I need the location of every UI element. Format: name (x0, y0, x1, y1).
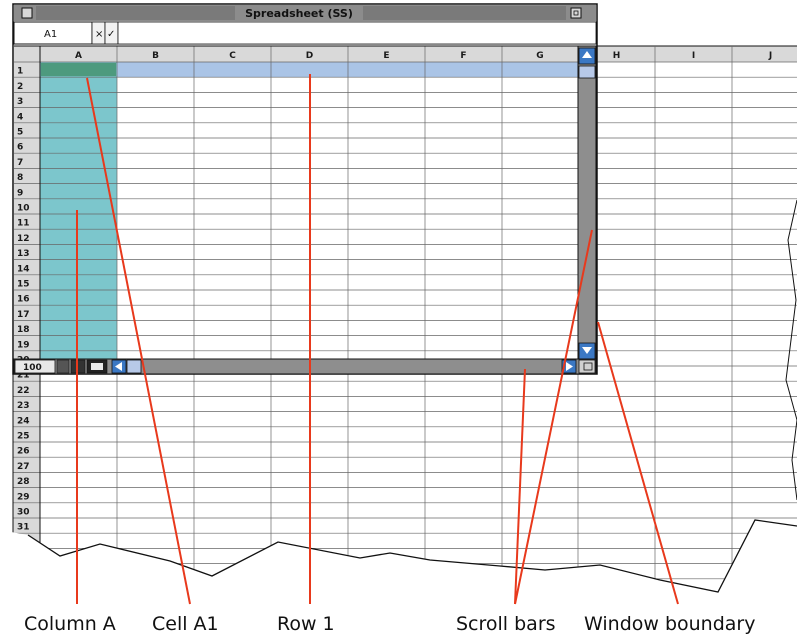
row-header-25[interactable]: 25 (17, 432, 30, 442)
zoom-field[interactable] (14, 359, 56, 374)
pointer-scroll-bar-horizontal (514, 368, 526, 605)
zoom-out-icon[interactable] (56, 359, 70, 374)
label-cell-a1: Cell A1 (152, 613, 219, 635)
column-header-g[interactable]: G (536, 51, 543, 61)
zoom-level: 100 (23, 363, 42, 373)
name-box-value: A1 (44, 29, 57, 40)
row-header-7[interactable]: 7 (17, 158, 23, 168)
horizontal-scrollbar[interactable] (110, 360, 578, 373)
row-header-19[interactable]: 19 (17, 340, 30, 350)
column-header-e[interactable]: E (383, 51, 389, 61)
row-header-14[interactable]: 14 (17, 264, 30, 274)
row-header-1[interactable]: 1 (17, 67, 23, 77)
column-header-a[interactable]: A (75, 51, 82, 61)
row-header-10[interactable]: 10 (17, 204, 30, 214)
row-header-4[interactable]: 4 (17, 112, 23, 122)
label-window-boundary: Window boundary (584, 613, 755, 635)
column-header-c[interactable]: C (229, 51, 236, 61)
column-a-highlight[interactable] (40, 62, 117, 359)
column-header-j[interactable]: J (768, 51, 772, 61)
row-header-2[interactable]: 2 (17, 82, 23, 92)
spreadsheet-window: Spreadsheet (SS) A1 × ✓ A B C D E F G123456789… (12, 3, 598, 375)
scroll-thumb-vertical[interactable] (578, 65, 596, 79)
pointer-scroll-bar-vertical (514, 229, 593, 605)
column-header-b[interactable]: B (152, 51, 159, 61)
row-header-5[interactable]: 5 (17, 128, 23, 138)
column-header-h[interactable]: H (613, 51, 621, 61)
pointer-window-boundary (597, 321, 679, 605)
row-header-23[interactable]: 23 (17, 401, 30, 411)
row-1-highlight[interactable] (117, 62, 578, 78)
scroll-thumb-horizontal[interactable] (126, 359, 142, 374)
row-header-31[interactable]: 31 (17, 523, 30, 533)
close-box-icon[interactable] (21, 7, 33, 19)
row-header-17[interactable]: 17 (17, 310, 30, 320)
pointer-cell-a1 (86, 77, 191, 605)
label-row-1: Row 1 (277, 613, 335, 635)
cancel-icon: × (95, 29, 103, 40)
row-header-28[interactable]: 28 (17, 477, 30, 487)
row-header-24[interactable]: 24 (17, 416, 30, 426)
size-box-icon[interactable] (578, 359, 596, 374)
row-header-26[interactable]: 26 (17, 447, 30, 457)
row-header-27[interactable]: 27 (17, 462, 30, 472)
column-header-d[interactable]: D (306, 51, 313, 61)
row-header-18[interactable]: 18 (17, 325, 30, 335)
row-header-30[interactable]: 30 (17, 508, 30, 518)
column-header-i[interactable]: I (692, 51, 695, 61)
row-header-21[interactable]: 21 (17, 371, 30, 381)
row-header-22[interactable]: 22 (17, 386, 30, 396)
row-header-32[interactable]: 32 (17, 538, 30, 548)
row-header-9[interactable]: 9 (17, 188, 23, 198)
cell-a1-active[interactable] (41, 63, 116, 77)
formula-input[interactable] (117, 21, 597, 45)
row-header-11[interactable]: 11 (17, 219, 30, 229)
row-header-13[interactable]: 13 (17, 249, 30, 259)
sheet-right-edge (785, 199, 797, 501)
column-header-f[interactable]: F (460, 51, 466, 61)
window-title: Spreadsheet (SS) (245, 7, 353, 20)
label-column-a: Column A (24, 613, 116, 635)
row-header-strip (14, 62, 40, 359)
row-header-8[interactable]: 8 (17, 173, 23, 183)
row-header-6[interactable]: 6 (17, 143, 23, 153)
row-header-3[interactable]: 3 (17, 97, 23, 107)
row-header-12[interactable]: 12 (17, 234, 30, 244)
column-header-strip (14, 46, 578, 62)
accept-icon: ✓ (107, 29, 115, 40)
zoom-box-icon[interactable] (570, 7, 582, 19)
label-scroll-bars: Scroll bars (456, 613, 556, 635)
callout-pointers (76, 74, 679, 605)
sheet-torn-edge (27, 519, 797, 593)
row-header-16[interactable]: 16 (17, 295, 30, 305)
vertical-scrollbar[interactable] (577, 45, 597, 361)
row-header-29[interactable]: 29 (17, 492, 30, 502)
row-header-15[interactable]: 15 (17, 280, 30, 290)
